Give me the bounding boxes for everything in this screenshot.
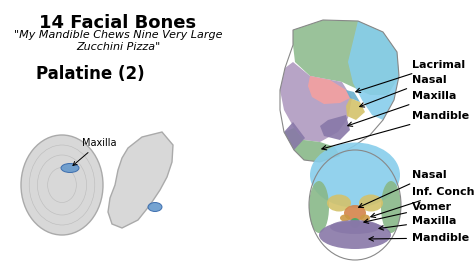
Text: Inf. Concha: Inf. Concha [371, 187, 474, 218]
Polygon shape [348, 21, 399, 120]
Polygon shape [346, 90, 360, 102]
Ellipse shape [340, 214, 350, 222]
Polygon shape [284, 128, 340, 162]
Text: Vomer: Vomer [364, 202, 452, 223]
Ellipse shape [359, 194, 383, 211]
Ellipse shape [21, 135, 103, 235]
Text: Palatine (2): Palatine (2) [36, 65, 144, 83]
Ellipse shape [360, 214, 370, 222]
Text: Mandible: Mandible [369, 233, 469, 243]
Text: Mandible: Mandible [322, 111, 469, 150]
Ellipse shape [381, 181, 401, 233]
Ellipse shape [350, 218, 360, 228]
Text: Nasal: Nasal [360, 75, 447, 107]
Text: Lacrimal: Lacrimal [356, 60, 465, 93]
Ellipse shape [327, 194, 351, 211]
Ellipse shape [61, 164, 79, 172]
Polygon shape [346, 98, 365, 120]
Text: Maxilla: Maxilla [348, 91, 456, 126]
Polygon shape [320, 115, 350, 140]
Polygon shape [284, 122, 305, 150]
Text: "My Mandible Chews Nine Very Large: "My Mandible Chews Nine Very Large [14, 30, 222, 40]
Ellipse shape [148, 202, 162, 211]
Polygon shape [308, 76, 350, 104]
Text: Zucchini Pizza": Zucchini Pizza" [76, 42, 160, 52]
Ellipse shape [330, 220, 380, 234]
Polygon shape [293, 20, 399, 95]
Polygon shape [108, 132, 173, 228]
Text: Maxilla: Maxilla [379, 216, 456, 230]
Ellipse shape [309, 181, 329, 233]
Ellipse shape [319, 221, 391, 249]
Text: 14 Facial Bones: 14 Facial Bones [39, 14, 197, 32]
Polygon shape [280, 62, 352, 142]
Text: Maxilla: Maxilla [73, 138, 117, 165]
Text: Nasal: Nasal [359, 170, 447, 207]
Ellipse shape [310, 143, 400, 207]
Ellipse shape [344, 205, 366, 221]
